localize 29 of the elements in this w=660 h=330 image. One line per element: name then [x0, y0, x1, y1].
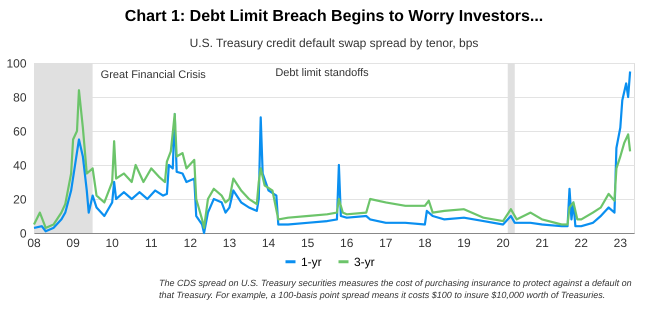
legend-label: 3-yr	[354, 254, 375, 269]
x-tick-label: 20	[496, 236, 510, 250]
band-label: Great Financial Crisis	[100, 69, 206, 81]
x-tick-label: 23	[614, 236, 628, 250]
x-tick-label: 18	[418, 236, 432, 250]
y-tick-label: 0	[20, 226, 27, 240]
x-tick-label: 14	[262, 236, 276, 250]
y-tick-label: 40	[13, 158, 27, 172]
y-tick-label: 80	[13, 90, 27, 104]
x-tick-label: 16	[340, 236, 354, 250]
text: The CDS spread on U.S. Treasury securities measures the cost of purchasing insurance to protect against a default on that Treasury. For example, a 100-basis point spread means it costs $100 to insure $10,000 worth of Treasuries.	[159, 278, 632, 300]
chart-subtitle: U.S. Treasury credit default swap spread by tenor, bps	[190, 36, 478, 50]
legend-label: 1-yr	[301, 254, 322, 269]
x-tick-label: 13	[222, 236, 236, 250]
x-tick-label: 15	[300, 236, 315, 250]
y-tick-label: 20	[13, 192, 27, 206]
x-tick-label: 08	[27, 236, 41, 250]
annotation: Debt limit standoffs	[275, 67, 370, 79]
x-tick-label: 12	[184, 236, 198, 250]
x-tick-label: 09	[66, 236, 80, 250]
x-tick-label: 19	[457, 236, 471, 250]
x-tick-label: 17	[379, 236, 393, 250]
x-tick-label: 10	[105, 236, 120, 250]
y-tick-label: 60	[13, 124, 27, 138]
x-tick-label: 11	[145, 236, 158, 250]
x-tick-label: 21	[535, 236, 550, 250]
x-tick-label: 22	[574, 236, 588, 250]
chart-title: Chart 1: Debt Limit Breach Begins to Worry Investors...	[124, 8, 544, 25]
y-tick-label: 100	[6, 56, 27, 70]
